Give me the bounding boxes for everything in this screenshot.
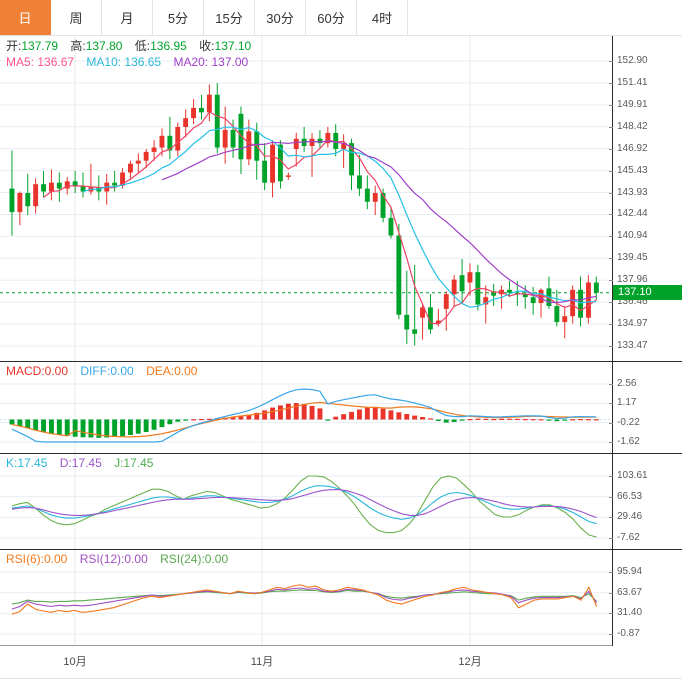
macd-axis-tick <box>609 442 613 443</box>
price-axis-label: 137.96 <box>617 274 648 286</box>
price-axis: 152.90 151.41 149.91 148.42 146.92 145.43 143.… <box>609 36 682 361</box>
rsi-axis-tick <box>609 572 613 573</box>
rsi-axis-label: 95.94 <box>617 566 643 577</box>
price-axis-tick <box>609 346 613 347</box>
price-axis-label: 136.46 <box>617 296 648 308</box>
price-candles-svg <box>0 36 612 361</box>
price-axis-tick <box>609 148 613 150</box>
period-tab-label: 30分 <box>266 11 294 26</box>
period-toolbar: 日 周 月 5分 15分 30分 60分 4时 <box>0 0 682 36</box>
period-tab-0[interactable]: 日 <box>0 0 51 35</box>
period-tab-2[interactable]: 月 <box>102 0 153 35</box>
rsi-axis-label: 31.40 <box>617 607 643 619</box>
price-axis-label: 134.97 <box>617 318 648 330</box>
kdj-axis-label: 103.61 <box>617 470 648 481</box>
rsi-axis-tick <box>609 613 613 615</box>
kdj-plot[interactable] <box>0 454 612 550</box>
price-axis-tick <box>609 280 613 282</box>
period-tab-1[interactable]: 周 <box>51 0 102 35</box>
x-axis: 10月 11月 12月 <box>0 645 612 671</box>
macd-axis-tick <box>609 422 613 424</box>
period-tab-label: 周 <box>69 11 83 26</box>
rsi-axis-tick <box>609 634 613 635</box>
price-axis-label: 133.47 <box>617 340 648 351</box>
price-axis-label: 146.92 <box>617 142 648 154</box>
price-plot[interactable] <box>0 36 612 361</box>
current-price-badge: 137.10 <box>613 285 682 301</box>
kdj-panel: 103.61 66.53 29.46 -7.62 K:17.45 D:17.45 J:… <box>0 453 682 550</box>
x-axis-label-0: 10月 <box>63 656 87 668</box>
rsi-panel: 95.94 63.67 31.40 -0.87 RSI(6):0.00 RSI(12)… <box>0 549 682 646</box>
x-axis-label-1: 11月 <box>250 656 274 668</box>
kdj-axis-tick <box>609 538 613 539</box>
macd-axis: 2.56 1.17 -0.22 -1.62 <box>609 362 682 454</box>
price-axis-tick <box>609 104 613 106</box>
price-axis-label: 151.41 <box>617 76 648 88</box>
period-tab-6[interactable]: 60分 <box>306 0 357 35</box>
price-axis-label: 139.45 <box>617 252 648 264</box>
period-tab-5[interactable]: 30分 <box>255 0 306 35</box>
price-axis-tick <box>609 214 613 216</box>
kdj-axis-label: 66.53 <box>617 490 643 502</box>
macd-axis-label: 1.17 <box>617 397 637 409</box>
kdj-axis-tick <box>609 517 613 519</box>
macd-panel: 2.56 1.17 -0.22 -1.62 MACD:0.00 DIFF:0.00 D… <box>0 361 682 454</box>
kdj-axis-label: 29.46 <box>617 511 643 523</box>
price-axis-tick <box>609 302 613 304</box>
period-tab-label: 60分 <box>317 11 345 26</box>
rsi-axis-label: -0.87 <box>617 628 640 639</box>
x-axis-label-2: 12月 <box>458 656 482 668</box>
macd-axis-tick <box>609 384 613 385</box>
period-tab-7[interactable]: 4时 <box>357 0 408 35</box>
price-axis-tick <box>609 61 613 62</box>
kdj-axis: 103.61 66.53 29.46 -7.62 <box>609 454 682 550</box>
price-axis-tick <box>609 192 613 194</box>
macd-axis-label: -0.22 <box>617 416 640 428</box>
price-axis-label: 148.42 <box>617 120 648 132</box>
price-axis-tick <box>609 324 613 326</box>
macd-axis-label: -1.62 <box>617 436 640 447</box>
price-axis-tick <box>609 236 613 238</box>
macd-axis-tick <box>609 403 613 405</box>
macd-plot[interactable] <box>0 362 612 454</box>
macd-axis-label: 2.56 <box>617 378 637 389</box>
rsi-axis-tick <box>609 592 613 594</box>
period-tab-label: 月 <box>120 11 134 26</box>
price-axis-label: 140.94 <box>617 230 648 242</box>
rsi-svg <box>0 550 612 646</box>
price-axis-label: 143.93 <box>617 186 648 198</box>
price-axis-tick <box>609 258 613 260</box>
period-tab-3[interactable]: 5分 <box>153 0 204 35</box>
period-tab-4[interactable]: 15分 <box>204 0 255 35</box>
price-axis-label: 142.44 <box>617 208 648 220</box>
toolbar-filler <box>408 0 682 35</box>
price-axis-tick <box>609 126 613 128</box>
chart-frame: 152.90 151.41 149.91 148.42 146.92 145.43 143.… <box>0 36 682 679</box>
price-panel: 152.90 151.41 149.91 148.42 146.92 145.43 143.… <box>0 36 682 361</box>
price-axis-tick <box>609 170 613 172</box>
rsi-plot[interactable] <box>0 550 612 646</box>
price-axis-label: 152.90 <box>617 55 648 66</box>
kdj-axis-tick <box>609 476 613 477</box>
period-tab-label: 5分 <box>167 11 189 26</box>
rsi-axis: 95.94 63.67 31.40 -0.87 <box>609 550 682 646</box>
price-axis-label: 145.43 <box>617 164 648 176</box>
kdj-axis-tick <box>609 496 613 498</box>
price-axis-tick <box>609 82 613 84</box>
period-tab-label: 4时 <box>371 11 393 26</box>
kdj-svg <box>0 454 612 550</box>
kdj-axis-label: -7.62 <box>617 532 640 543</box>
macd-svg <box>0 362 612 454</box>
period-tab-label: 15分 <box>215 11 243 26</box>
period-tab-label: 日 <box>18 11 32 26</box>
price-axis-label: 149.91 <box>617 98 648 110</box>
rsi-axis-label: 63.67 <box>617 586 643 598</box>
